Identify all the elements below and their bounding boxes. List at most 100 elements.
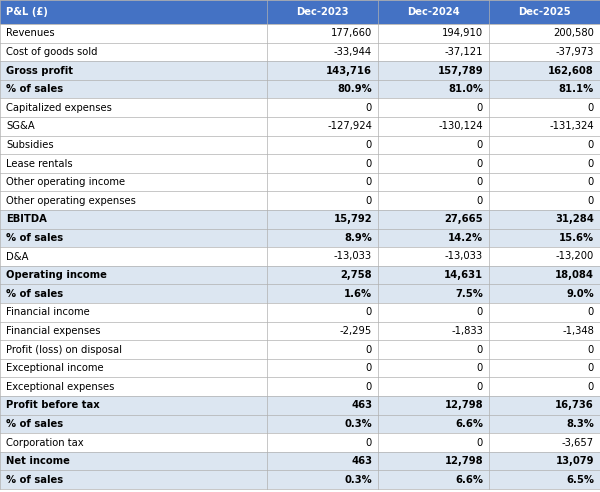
Bar bbox=[378, 154, 489, 173]
Bar bbox=[378, 0, 489, 24]
Bar bbox=[0, 340, 267, 359]
Bar bbox=[489, 98, 600, 117]
Text: 194,910: 194,910 bbox=[442, 29, 483, 38]
Text: Subsidies: Subsidies bbox=[6, 140, 53, 150]
Bar bbox=[267, 191, 378, 210]
Text: 27,665: 27,665 bbox=[445, 215, 483, 224]
Bar bbox=[489, 247, 600, 266]
Text: Corporation tax: Corporation tax bbox=[6, 437, 83, 448]
Bar bbox=[0, 359, 267, 377]
Bar bbox=[267, 229, 378, 247]
Bar bbox=[489, 377, 600, 396]
Bar bbox=[0, 210, 267, 229]
Bar bbox=[378, 303, 489, 322]
Bar bbox=[489, 452, 600, 470]
Bar bbox=[378, 117, 489, 136]
Bar bbox=[489, 229, 600, 247]
Text: 0: 0 bbox=[588, 308, 594, 317]
Text: -131,324: -131,324 bbox=[550, 122, 594, 131]
Text: 0: 0 bbox=[588, 344, 594, 355]
Bar bbox=[378, 191, 489, 210]
Text: Gross profit: Gross profit bbox=[6, 65, 73, 75]
Bar bbox=[489, 415, 600, 433]
Text: 0.3%: 0.3% bbox=[344, 419, 372, 429]
Text: 0: 0 bbox=[588, 363, 594, 373]
Bar bbox=[267, 154, 378, 173]
Text: Exceptional income: Exceptional income bbox=[6, 363, 104, 373]
Text: 6.6%: 6.6% bbox=[455, 475, 483, 485]
Text: 15.6%: 15.6% bbox=[559, 233, 594, 243]
Bar bbox=[378, 173, 489, 191]
Bar bbox=[378, 433, 489, 452]
Text: Dec-2023: Dec-2023 bbox=[296, 7, 349, 17]
Text: 2,758: 2,758 bbox=[340, 270, 372, 280]
Bar bbox=[267, 0, 378, 24]
Text: % of sales: % of sales bbox=[6, 475, 63, 485]
Bar bbox=[0, 229, 267, 247]
Text: 0: 0 bbox=[366, 158, 372, 168]
Bar bbox=[267, 24, 378, 43]
Text: 177,660: 177,660 bbox=[331, 29, 372, 38]
Bar bbox=[489, 117, 600, 136]
Text: Other operating income: Other operating income bbox=[6, 177, 125, 187]
Text: Capitalized expenses: Capitalized expenses bbox=[6, 103, 112, 113]
Bar bbox=[0, 173, 267, 191]
Text: -33,944: -33,944 bbox=[334, 47, 372, 57]
Bar bbox=[267, 210, 378, 229]
Text: 81.0%: 81.0% bbox=[448, 84, 483, 94]
Text: 162,608: 162,608 bbox=[548, 65, 594, 75]
Text: 0: 0 bbox=[366, 437, 372, 448]
Text: 14.2%: 14.2% bbox=[448, 233, 483, 243]
Bar bbox=[489, 359, 600, 377]
Bar bbox=[378, 322, 489, 340]
Text: Exceptional expenses: Exceptional expenses bbox=[6, 382, 115, 392]
Text: -3,657: -3,657 bbox=[562, 437, 594, 448]
Text: Lease rentals: Lease rentals bbox=[6, 158, 73, 168]
Bar bbox=[0, 191, 267, 210]
Text: 1.6%: 1.6% bbox=[344, 289, 372, 299]
Text: 0: 0 bbox=[477, 308, 483, 317]
Bar bbox=[267, 173, 378, 191]
Text: -2,295: -2,295 bbox=[340, 326, 372, 336]
Bar bbox=[0, 61, 267, 80]
Text: 16,736: 16,736 bbox=[555, 400, 594, 410]
Bar bbox=[378, 266, 489, 284]
Text: -1,348: -1,348 bbox=[562, 326, 594, 336]
Text: 80.9%: 80.9% bbox=[337, 84, 372, 94]
Text: -13,033: -13,033 bbox=[334, 251, 372, 262]
Bar bbox=[378, 340, 489, 359]
Bar bbox=[267, 43, 378, 61]
Bar bbox=[0, 415, 267, 433]
Text: 0: 0 bbox=[477, 196, 483, 206]
Text: 9.0%: 9.0% bbox=[566, 289, 594, 299]
Text: -13,033: -13,033 bbox=[445, 251, 483, 262]
Text: 0: 0 bbox=[477, 177, 483, 187]
Text: 6.5%: 6.5% bbox=[566, 475, 594, 485]
Text: EBITDA: EBITDA bbox=[6, 215, 47, 224]
Bar bbox=[0, 98, 267, 117]
Bar bbox=[0, 136, 267, 154]
Text: Financial income: Financial income bbox=[6, 308, 90, 317]
Text: 0: 0 bbox=[588, 158, 594, 168]
Text: 0: 0 bbox=[588, 177, 594, 187]
Bar bbox=[267, 80, 378, 98]
Text: -13,200: -13,200 bbox=[556, 251, 594, 262]
Bar bbox=[489, 191, 600, 210]
Bar bbox=[267, 98, 378, 117]
Text: 463: 463 bbox=[351, 400, 372, 410]
Bar bbox=[267, 470, 378, 489]
Text: P&L (£): P&L (£) bbox=[6, 7, 48, 17]
Text: 7.5%: 7.5% bbox=[455, 289, 483, 299]
Text: Revenues: Revenues bbox=[6, 29, 55, 38]
Bar bbox=[489, 61, 600, 80]
Bar bbox=[267, 396, 378, 415]
Bar bbox=[378, 210, 489, 229]
Bar bbox=[489, 173, 600, 191]
Text: 200,580: 200,580 bbox=[553, 29, 594, 38]
Bar bbox=[267, 377, 378, 396]
Bar bbox=[267, 340, 378, 359]
Text: 0: 0 bbox=[588, 196, 594, 206]
Text: 0: 0 bbox=[477, 344, 483, 355]
Text: 0: 0 bbox=[477, 103, 483, 113]
Bar bbox=[378, 229, 489, 247]
